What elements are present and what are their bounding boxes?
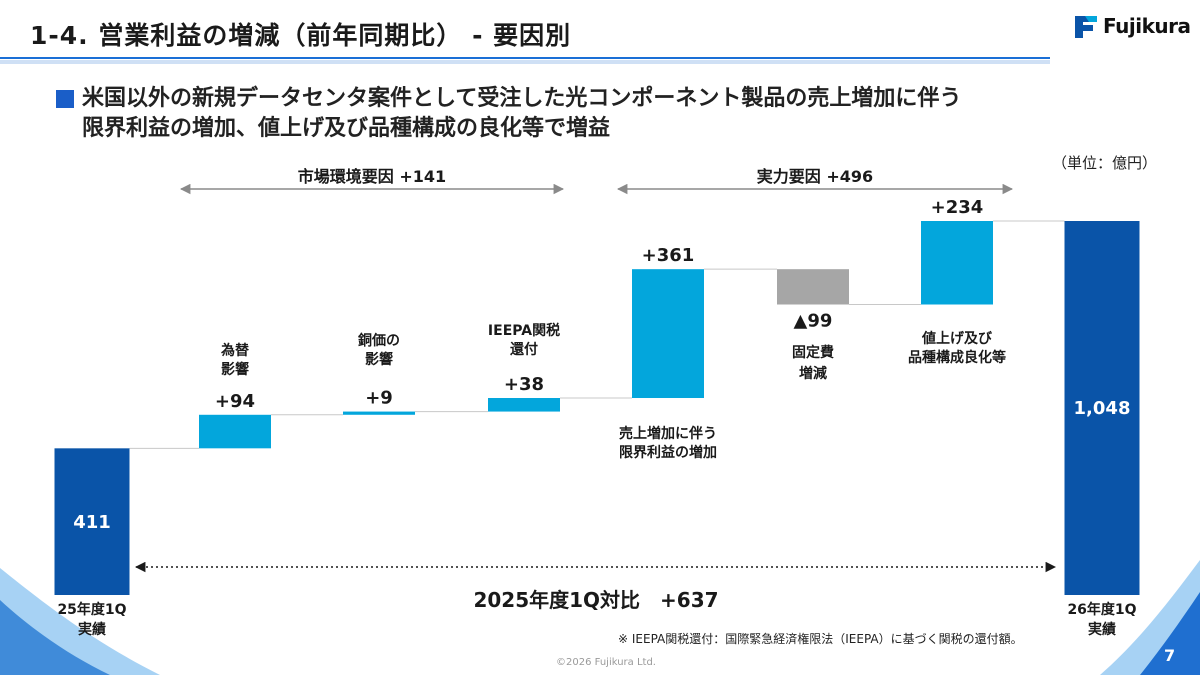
- headline-line-1: 米国以外の新規データセンタ案件として受注した光コンポーネント製品の売上増加に伴う: [82, 86, 962, 111]
- logo-wordmark: Fujikura: [1103, 14, 1191, 38]
- bar-2: [343, 411, 415, 415]
- factor-brackets: 市場環境要因 +141 実力要因 +496 2025年度1Q対比 +637: [134, 167, 1057, 612]
- category-label-3-b: 還付: [510, 341, 538, 358]
- bullet-square-icon: [56, 90, 74, 108]
- category-label-6-b: 品種構成良化等: [908, 349, 1006, 366]
- category-label-1-a: 為替: [220, 342, 250, 359]
- headline-line-2: 限界利益の増加、値上げ及び品種構成の良化等で増益: [82, 116, 611, 141]
- value-label-4: +361: [642, 245, 695, 266]
- category-label-2-b: 影響: [365, 351, 393, 368]
- category-label-5-b: 増減: [799, 365, 827, 382]
- category-label-3-a: IEEPA関税: [488, 322, 560, 339]
- category-label-4-b: 限界利益の増加: [619, 444, 717, 461]
- unit-note: （単位：億円）: [1052, 154, 1158, 172]
- market-factor-label: 市場環境要因 +141: [298, 167, 446, 186]
- bar-6: [921, 221, 993, 305]
- value-label-0: 411: [73, 512, 111, 533]
- bar-4: [632, 269, 704, 399]
- footnote: ※ IEEPA関税還付：国際緊急経済権限法（IEEPA）に基づく関税の還付額。: [618, 632, 1023, 646]
- capability-factor-label: 実力要因 +496: [757, 167, 873, 186]
- value-label-2: +9: [365, 388, 393, 409]
- category-label-7-b: 実績: [1088, 621, 1116, 638]
- value-label-3: +38: [504, 374, 544, 395]
- category-label-4-a: 売上増加に伴う: [619, 425, 717, 442]
- total-change-label: 2025年度1Q対比 +637: [473, 588, 718, 612]
- bar-1: [199, 414, 271, 449]
- fujikura-logo-mark-icon: [1075, 16, 1097, 38]
- connector-lines: [129, 220, 1065, 449]
- category-label-2-a: 銅価の: [358, 332, 400, 349]
- category-label-0-a: 25年度1Q: [57, 601, 126, 618]
- category-label-5-a: 固定費: [792, 344, 834, 361]
- bar-5: [777, 269, 849, 305]
- value-label-5: ▲99: [794, 311, 833, 332]
- value-label-1: +94: [215, 391, 255, 412]
- bar-labels: 411 25年度1Q 実績 +94 +9 +38 +361 ▲99 +234 1,048 26年度1…: [57, 197, 1136, 638]
- page-number: 7: [1164, 646, 1176, 665]
- category-label-7-a: 26年度1Q: [1067, 601, 1136, 618]
- category-label-6-a: 値上げ及び: [921, 330, 993, 347]
- value-label-7: 1,048: [1074, 398, 1131, 419]
- page-title: 1-4. 営業利益の増減（前年同期比） - 要因別: [30, 21, 572, 50]
- bar-3: [488, 398, 560, 412]
- company-logo: Fujikura: [1073, 12, 1191, 42]
- value-label-6: +234: [931, 197, 984, 218]
- copyright: ©2026 Fujikura Ltd.: [556, 657, 656, 668]
- category-label-1-b: 影響: [221, 361, 249, 378]
- bar-7: [1064, 221, 1140, 595]
- bars: [54, 221, 1140, 595]
- bar-0: [54, 448, 130, 595]
- category-label-0-b: 実績: [78, 621, 106, 638]
